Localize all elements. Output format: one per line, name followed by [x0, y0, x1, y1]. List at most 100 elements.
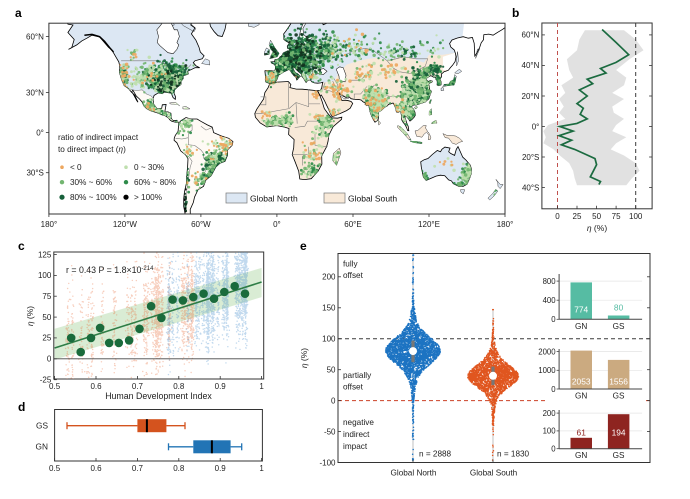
- svg-text:e: e: [300, 239, 307, 253]
- svg-text:194: 194: [612, 428, 626, 438]
- svg-text:1: 1: [259, 464, 264, 473]
- svg-text:GS: GS: [613, 451, 625, 460]
- svg-text:75: 75: [612, 212, 621, 221]
- svg-text:a: a: [15, 6, 22, 20]
- svg-text:fully: fully: [343, 260, 358, 269]
- svg-text:Human Development Index: Human Development Index: [105, 391, 212, 401]
- svg-text:offset: offset: [343, 383, 364, 392]
- svg-text:n = 2888: n = 2888: [419, 450, 452, 459]
- svg-text:-25: -25: [40, 376, 52, 385]
- svg-text:40°S: 40°S: [522, 183, 539, 192]
- svg-text:61: 61: [577, 428, 587, 438]
- svg-text:60°W: 60°W: [191, 220, 211, 229]
- svg-text:100: 100: [543, 427, 557, 436]
- svg-text:0.8: 0.8: [173, 382, 185, 391]
- svg-text:60°E: 60°E: [344, 220, 361, 229]
- svg-text:GN: GN: [575, 392, 587, 401]
- svg-text:0.6: 0.6: [90, 382, 102, 391]
- svg-text:0: 0: [551, 445, 556, 454]
- svg-text:0°: 0°: [532, 122, 540, 131]
- svg-text:1: 1: [259, 382, 264, 391]
- svg-text:Global North: Global North: [391, 469, 437, 478]
- svg-text:negative: negative: [343, 418, 374, 427]
- svg-text:0: 0: [551, 385, 556, 394]
- svg-text:-100: -100: [319, 458, 336, 467]
- svg-text:offset: offset: [343, 271, 364, 280]
- svg-text:> 100%: > 100%: [134, 193, 162, 202]
- svg-text:400: 400: [543, 296, 557, 305]
- svg-text:indirect: indirect: [343, 430, 370, 439]
- svg-text:-50: -50: [324, 427, 336, 436]
- svg-text:Global South: Global South: [348, 194, 397, 204]
- svg-text:100: 100: [322, 335, 336, 344]
- svg-text:50: 50: [327, 366, 336, 375]
- svg-text:η (%): η (%): [299, 348, 309, 368]
- svg-text:GS: GS: [613, 392, 625, 401]
- svg-text:75: 75: [42, 292, 51, 301]
- svg-text:180°: 180°: [41, 220, 58, 229]
- svg-text:1000: 1000: [538, 366, 556, 375]
- svg-text:30°S: 30°S: [26, 169, 43, 178]
- svg-text:impact: impact: [343, 442, 368, 451]
- svg-text:η (%): η (%): [587, 223, 607, 233]
- svg-text:30°N: 30°N: [26, 88, 44, 97]
- svg-text:800: 800: [543, 277, 557, 286]
- svg-text:GS: GS: [613, 322, 625, 331]
- svg-text:120°E: 120°E: [418, 220, 440, 229]
- svg-text:60°N: 60°N: [26, 32, 44, 41]
- svg-text:20°N: 20°N: [522, 92, 540, 101]
- svg-text:774: 774: [574, 305, 588, 315]
- svg-text:0.8: 0.8: [173, 464, 185, 473]
- svg-text:0.5: 0.5: [49, 382, 61, 391]
- svg-text:40°N: 40°N: [522, 61, 540, 70]
- svg-text:c: c: [18, 239, 25, 253]
- svg-text:25: 25: [573, 212, 582, 221]
- svg-text:0.9: 0.9: [215, 382, 227, 391]
- svg-text:80: 80: [614, 303, 624, 313]
- svg-text:200: 200: [322, 273, 336, 282]
- svg-text:0.5: 0.5: [49, 464, 61, 473]
- svg-text:ratio of indirect impact: ratio of indirect impact: [58, 133, 139, 142]
- svg-text:0 ~ 30%: 0 ~ 30%: [134, 163, 164, 172]
- svg-text:0: 0: [555, 212, 560, 221]
- svg-text:0.7: 0.7: [132, 464, 144, 473]
- svg-text:Global North: Global North: [250, 194, 298, 204]
- svg-text:0°: 0°: [273, 220, 281, 229]
- svg-text:0: 0: [551, 315, 556, 324]
- svg-text:0°: 0°: [36, 128, 44, 137]
- svg-text:50: 50: [42, 313, 51, 322]
- svg-text:b: b: [512, 6, 519, 20]
- svg-text:0: 0: [331, 396, 336, 405]
- svg-text:60% ~ 80%: 60% ~ 80%: [134, 178, 176, 187]
- svg-text:0.6: 0.6: [90, 464, 102, 473]
- svg-text:Global South: Global South: [470, 469, 518, 478]
- svg-text:150: 150: [322, 304, 336, 313]
- svg-text:GS: GS: [36, 421, 48, 431]
- svg-text:r = 0.43 P = 1.8×10-214: r = 0.43 P = 1.8×10-214: [66, 265, 154, 275]
- svg-text:n = 1830: n = 1830: [497, 450, 530, 459]
- svg-text:60°N: 60°N: [522, 31, 540, 40]
- svg-text:2000: 2000: [538, 347, 556, 356]
- svg-text:30% ~ 60%: 30% ~ 60%: [70, 178, 112, 187]
- svg-text:120°W: 120°W: [113, 220, 138, 229]
- svg-text:GN: GN: [575, 451, 587, 460]
- svg-text:125: 125: [38, 250, 52, 259]
- svg-text:GN: GN: [575, 322, 587, 331]
- svg-text:0.9: 0.9: [215, 464, 227, 473]
- svg-text:2053: 2053: [572, 377, 591, 387]
- svg-text:100: 100: [629, 212, 643, 221]
- svg-text:partially: partially: [343, 371, 372, 380]
- svg-text:0: 0: [47, 355, 52, 364]
- svg-text:< 0: < 0: [70, 163, 82, 172]
- svg-text:η (%): η (%): [25, 306, 35, 326]
- svg-text:1556: 1556: [609, 377, 628, 387]
- svg-text:25: 25: [42, 334, 51, 343]
- svg-text:50: 50: [592, 212, 601, 221]
- svg-text:80% ~ 100%: 80% ~ 100%: [70, 193, 117, 202]
- svg-text:20°S: 20°S: [522, 153, 539, 162]
- svg-text:to direct impact (η): to direct impact (η): [58, 145, 126, 154]
- svg-text:100: 100: [38, 271, 52, 280]
- svg-text:d: d: [18, 400, 25, 414]
- svg-text:0.7: 0.7: [132, 382, 144, 391]
- svg-text:180°: 180°: [497, 220, 514, 229]
